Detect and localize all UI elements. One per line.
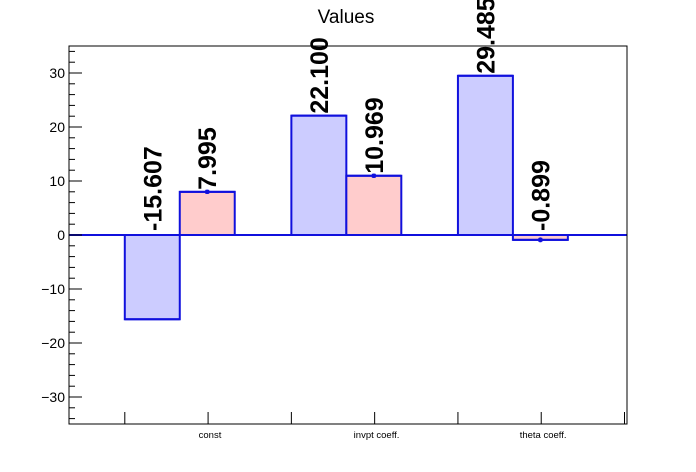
data-label-1-2: 22.100 — [306, 37, 334, 113]
y-tick-label: −10 — [41, 281, 65, 297]
data-label-2-2: 10.969 — [361, 97, 389, 173]
bar-1-1 — [123, 234, 181, 321]
y-tick-label: −30 — [41, 389, 65, 405]
axes-layer: const invpt coeff. theta coeff. −30 −20 −10 0 1… — [41, 50, 626, 441]
error-marker-2-3 — [538, 237, 543, 242]
bar-2-2 — [345, 174, 403, 236]
data-label-1-1: -15.607 — [139, 146, 167, 231]
chart-title: Values — [318, 7, 375, 28]
y-tick-label: 20 — [49, 119, 65, 135]
y-tick-label: −20 — [41, 335, 65, 351]
y-tick-label: 0 — [57, 227, 65, 243]
error-bars-layer — [124, 74, 568, 321]
error-marker-2-1 — [205, 189, 210, 194]
bar-1-3 — [456, 74, 514, 236]
data-label-2-3: -0.899 — [527, 160, 555, 231]
y-tick-label: 10 — [49, 173, 65, 189]
error-marker-2-2 — [371, 173, 376, 178]
data-labels-layer: -15.607 7.995 22.100 10.969 29.485 -0.899 — [139, 0, 555, 231]
bars-layer — [123, 74, 569, 321]
bar-1-2 — [290, 114, 348, 236]
data-label-2-1: 7.995 — [194, 127, 222, 190]
y-tick-label: 30 — [49, 65, 65, 81]
data-label-1-3: 29.485 — [472, 0, 500, 74]
x-tick-label-2: invpt coeff. — [354, 430, 400, 441]
bar-2-1 — [178, 190, 236, 236]
x-tick-label-3: theta coeff. — [520, 430, 567, 441]
x-tick-label-1: const — [199, 430, 222, 441]
